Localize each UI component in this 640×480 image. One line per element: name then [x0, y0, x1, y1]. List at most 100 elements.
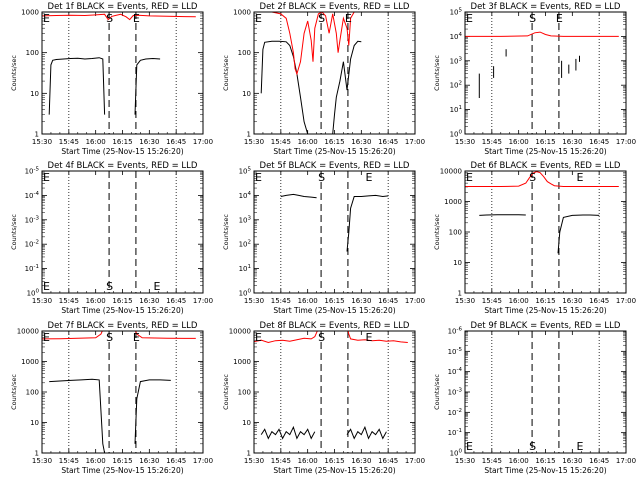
y-tick-label: 10: [30, 90, 39, 98]
event-marker-label: E: [43, 280, 50, 293]
series-events-line: [557, 214, 600, 254]
y-tick-label: 100: [449, 229, 462, 237]
x-axis-title: Start Time (25-Nov-15 15:26:20): [273, 466, 395, 475]
y-tick-label: 10: [453, 259, 462, 267]
x-tick-label: 16:30: [139, 457, 159, 465]
event-marker-label: E: [466, 171, 473, 184]
chart-panel-9: Det 9f BLACK = Events, RED = LLD 15:30 15:…: [433, 321, 636, 475]
event-marker-label: E: [365, 331, 372, 344]
x-tick-label: 17:00: [193, 138, 213, 146]
series-lld-line: [42, 13, 196, 21]
chart-panel-8: Det 8f BLACK = Events, RED = LLD 15:30 15:…: [222, 321, 425, 475]
x-tick-label: 15:45: [271, 297, 291, 305]
series-events-line: [479, 214, 526, 216]
y-tick-label: 10-1: [448, 428, 462, 437]
series-group: [465, 31, 619, 98]
series-events-line: [332, 40, 362, 134]
event-marker-label: E: [365, 171, 372, 184]
y-tick-label: 101: [450, 105, 462, 114]
event-marker-label: E: [153, 280, 160, 293]
series-lld-line: [347, 331, 408, 343]
event-marker-label: E: [133, 331, 140, 344]
x-tick-label: 16:45: [166, 457, 186, 465]
x-tick-label: 15:30: [455, 297, 475, 305]
y-tick-label: 10: [30, 419, 39, 427]
event-marker-label: E: [556, 12, 563, 25]
chart-panel-2: Det 2f BLACK = Events, RED = LLD 15:30 15:…: [222, 2, 425, 156]
y-tick-label: 105: [239, 167, 252, 176]
x-tick-label: 15:30: [455, 138, 475, 146]
event-marker-label: E: [43, 12, 50, 25]
x-tick-label: 16:15: [112, 457, 132, 465]
chart-panel-5: Det 5f BLACK = Events, RED = LLD 15:30 15:…: [222, 161, 425, 315]
event-marker-label: E: [43, 331, 50, 344]
series-group: [254, 331, 408, 440]
series-lld-line: [134, 331, 196, 339]
x-tick-label: 15:30: [244, 138, 264, 146]
x-tick-label: 17:00: [616, 297, 636, 305]
chart-title: Det 8f BLACK = Events, RED = LLD: [260, 321, 410, 331]
x-tick-label: 16:15: [535, 297, 555, 305]
y-tick-label: 104: [450, 32, 463, 41]
y-tick-label: 10: [242, 419, 251, 427]
chart-panel-7: Det 7f BLACK = Events, RED = LLD 15:30 15:…: [10, 321, 213, 475]
y-tick-label: 1000: [233, 358, 251, 366]
y-axis-title: Counts/sec: [10, 214, 18, 250]
y-axis-title: Counts/sec: [222, 374, 230, 410]
y-tick-label: 1: [247, 131, 251, 139]
y-tick-label: 1: [458, 290, 462, 298]
y-tick-label: 105: [450, 8, 463, 17]
series-events-line: [49, 378, 106, 453]
x-tick-label: 15:45: [482, 457, 502, 465]
event-marker-label: S: [529, 440, 536, 453]
plot-frame: [41, 330, 204, 454]
x-tick-label: 16:30: [351, 138, 371, 146]
x-tick-label: 16:45: [166, 138, 186, 146]
x-tick-label: 16:45: [589, 457, 609, 465]
x-tick-label: 16:30: [562, 457, 582, 465]
series-lld-line: [254, 331, 318, 344]
series-lld-line: [465, 31, 619, 37]
x-tick-label: 17:00: [405, 297, 425, 305]
x-tick-label: 15:30: [244, 297, 264, 305]
x-tick-label: 16:00: [298, 297, 318, 305]
plot-frame: [253, 330, 416, 454]
x-tick-label: 15:45: [59, 138, 79, 146]
plot-frame: [464, 11, 627, 135]
event-marker-label: E: [255, 171, 262, 184]
event-marker-label: E: [576, 440, 583, 453]
y-tick-label: 102: [239, 240, 251, 249]
plot-frame: [41, 11, 204, 135]
series-group: [254, 12, 408, 134]
y-tick-label: 10-5: [448, 347, 463, 356]
x-tick-label: 16:45: [166, 297, 186, 305]
event-marker-label: S: [106, 12, 113, 25]
plot-frame: [464, 170, 627, 294]
chart-title: Det 7f BLACK = Events, RED = LLD: [48, 321, 198, 331]
x-tick-label: 15:45: [271, 457, 291, 465]
y-tick-label: 10-3: [25, 215, 40, 224]
plot-frame: [253, 11, 416, 135]
y-tick-label: 1: [247, 450, 251, 458]
y-tick-label: 10-4: [25, 191, 40, 200]
series-events-line: [134, 379, 171, 444]
x-axis-title: Start Time (25-Nov-15 15:26:20): [273, 306, 395, 315]
series-lld-line: [254, 12, 408, 76]
x-tick-label: 15:30: [455, 457, 475, 465]
event-marker-label: E: [133, 12, 140, 25]
y-tick-label: 100: [239, 289, 252, 298]
y-tick-label: 100: [27, 289, 40, 298]
x-tick-label: 16:30: [351, 457, 371, 465]
chart-title: Det 9f BLACK = Events, RED = LLD: [471, 321, 621, 331]
chart-panel-3: Det 3f BLACK = Events, RED = LLD 15:30 15:…: [433, 2, 636, 156]
event-marker-label: S: [106, 331, 113, 344]
event-marker-label: E: [255, 331, 262, 344]
x-tick-label: 16:30: [139, 138, 159, 146]
x-tick-label: 16:45: [378, 138, 398, 146]
series-lld-line: [42, 331, 103, 340]
x-tick-label: 16:00: [298, 457, 318, 465]
y-axis-title: Counts/sec: [222, 55, 230, 91]
x-tick-label: 15:30: [32, 297, 52, 305]
x-axis-title: Start Time (25-Nov-15 15:26:20): [484, 147, 606, 156]
x-tick-label: 17:00: [616, 457, 636, 465]
